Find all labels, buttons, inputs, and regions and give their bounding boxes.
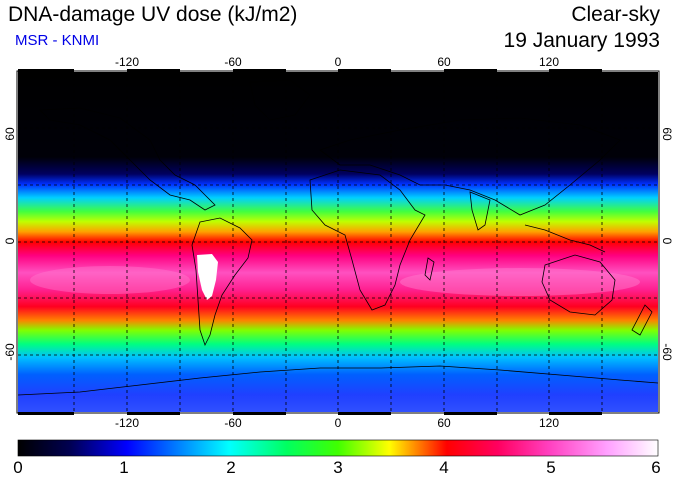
lon-tick-bottom: 0	[334, 416, 342, 430]
maritime-asia-outline	[524, 224, 606, 253]
date-label: 19 January 1993	[503, 29, 660, 52]
eurasia-outline	[319, 117, 621, 216]
colorbar-tick: 6	[651, 458, 661, 477]
graticule	[18, 72, 658, 412]
chart-title: DNA-damage UV dose (kJ/m2)	[8, 3, 298, 26]
pink-band	[30, 266, 190, 294]
lon-tick-bottom: -60	[224, 416, 242, 430]
madagascar-outline	[424, 257, 435, 281]
lon-tick-top: 60	[437, 55, 451, 69]
colorbar-tick: 2	[226, 458, 236, 477]
pink-band	[400, 268, 640, 296]
australia-outline	[541, 254, 616, 316]
lon-tick-bottom: 60	[437, 416, 451, 430]
colorbar-tick: 3	[333, 458, 343, 477]
coastlines	[18, 79, 658, 396]
lon-tick-top: 120	[538, 55, 560, 69]
india-outline	[469, 191, 491, 231]
lon-tick-bottom: 120	[538, 416, 560, 430]
antarctica-outline	[18, 365, 658, 396]
colorbar	[17, 439, 659, 457]
africa-outline	[309, 169, 426, 311]
frame-scale-bars	[18, 69, 602, 415]
colorbar-tick: 4	[439, 458, 449, 477]
north-america-outline	[39, 107, 216, 211]
field-features	[30, 254, 640, 300]
colorbar-tick: 0	[13, 458, 23, 477]
lon-tick-top: -120	[114, 55, 140, 69]
high-dose-patch	[197, 254, 218, 300]
sky-condition-label: Clear-sky	[571, 3, 660, 26]
colorbar-tick: 5	[546, 458, 556, 477]
lon-tick-top: 0	[334, 55, 342, 69]
greenland-outline	[249, 79, 311, 121]
new-zealand-outline	[631, 304, 653, 336]
source-label: MSR - KNMI	[15, 32, 100, 49]
south-america-outline	[191, 217, 253, 347]
lon-tick-bottom: -120	[114, 416, 140, 430]
lon-tick-top: -60	[224, 55, 242, 69]
colorbar-tick: 1	[119, 458, 129, 477]
